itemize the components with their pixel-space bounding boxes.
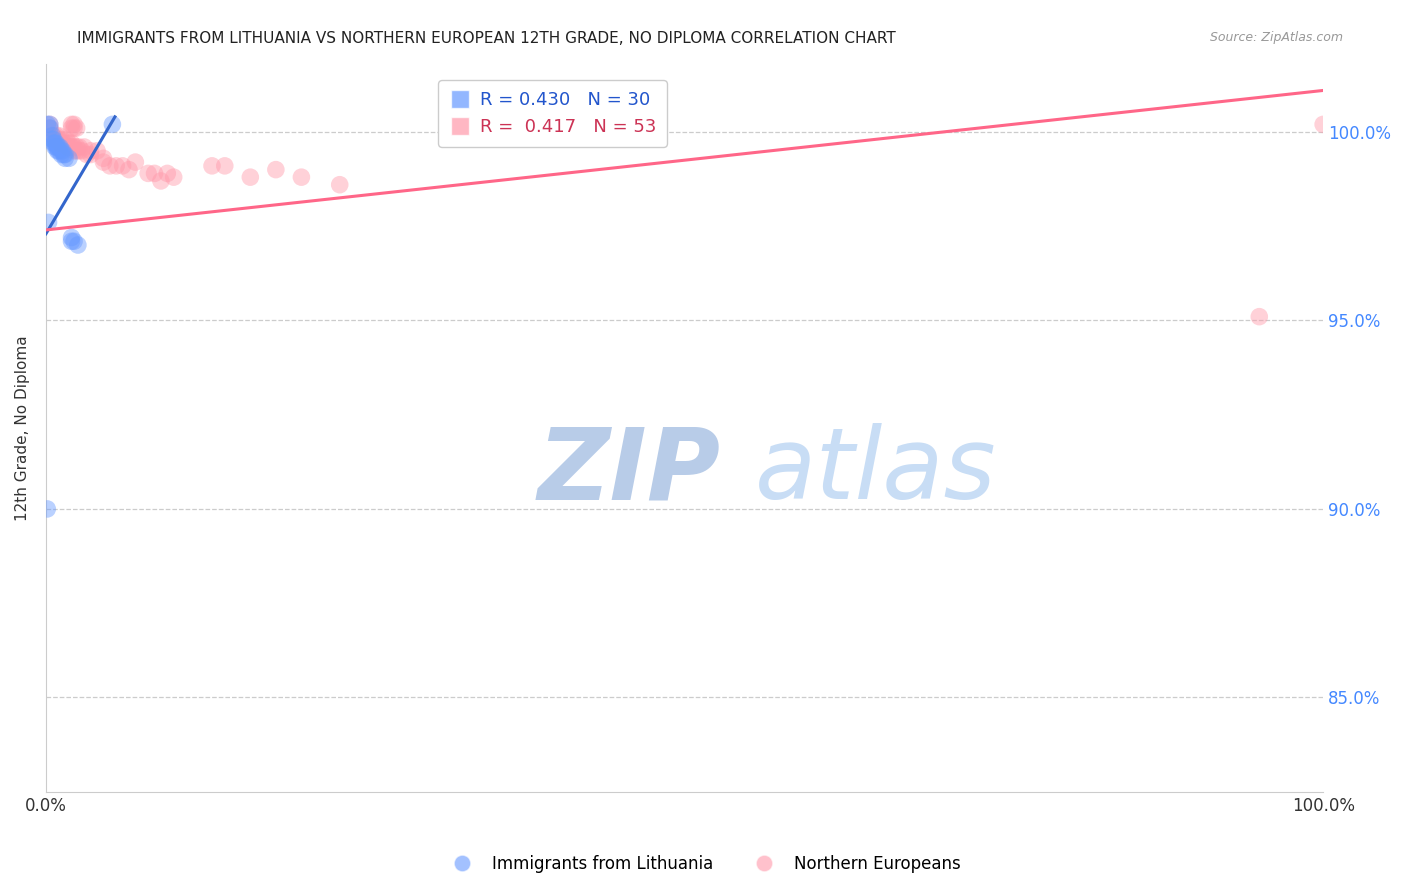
- Point: [53, 151, 76, 165]
- Point: [58, 140, 80, 154]
- Point: [201, 159, 224, 173]
- Point: [51, 144, 73, 158]
- Point: [70, 144, 93, 158]
- Point: [65, 144, 87, 158]
- Point: [46, 140, 69, 154]
- Point: [60, 140, 83, 154]
- Point: [76, 147, 98, 161]
- Point: [156, 166, 179, 180]
- Legend: Immigrants from Lithuania, Northern Europeans: Immigrants from Lithuania, Northern Euro…: [439, 848, 967, 880]
- Point: [48, 140, 70, 154]
- Point: [98, 159, 121, 173]
- Point: [45, 136, 67, 151]
- Point: [45, 132, 67, 146]
- Point: [93, 155, 115, 169]
- Point: [63, 117, 86, 131]
- Point: [41, 128, 63, 143]
- Point: [52, 144, 75, 158]
- Point: [45, 140, 67, 154]
- Point: [48, 144, 70, 158]
- Point: [42, 132, 65, 146]
- Point: [60, 121, 83, 136]
- Point: [44, 140, 66, 154]
- Point: [67, 144, 90, 158]
- Point: [44, 136, 66, 151]
- Point: [73, 140, 96, 154]
- Point: [143, 166, 166, 180]
- Point: [63, 144, 86, 158]
- Point: [52, 147, 75, 161]
- Point: [51, 132, 73, 146]
- Point: [58, 151, 80, 165]
- Y-axis label: 12th Grade, No Diploma: 12th Grade, No Diploma: [15, 335, 30, 521]
- Point: [51, 147, 73, 161]
- Point: [136, 166, 159, 180]
- Text: IMMIGRANTS FROM LITHUANIA VS NORTHERN EUROPEAN 12TH GRADE, NO DIPLOMA CORRELATIO: IMMIGRANTS FROM LITHUANIA VS NORTHERN EU…: [77, 31, 896, 46]
- Point: [51, 136, 73, 151]
- Point: [38, 117, 60, 131]
- Point: [49, 140, 72, 154]
- Point: [66, 238, 89, 252]
- Legend: R = 0.430   N = 30, R =  0.417   N = 53: R = 0.430 N = 30, R = 0.417 N = 53: [439, 80, 666, 147]
- Point: [329, 178, 352, 192]
- Point: [124, 155, 146, 169]
- Point: [105, 159, 128, 173]
- Point: [63, 121, 86, 136]
- Point: [55, 132, 77, 146]
- Point: [42, 128, 65, 143]
- Point: [53, 147, 76, 161]
- Point: [111, 159, 134, 173]
- Point: [38, 121, 60, 136]
- Point: [93, 151, 115, 165]
- Point: [48, 128, 70, 143]
- Point: [60, 234, 83, 248]
- Point: [214, 159, 236, 173]
- Point: [65, 140, 87, 154]
- Point: [79, 144, 101, 158]
- Text: Source: ZipAtlas.com: Source: ZipAtlas.com: [1209, 31, 1343, 45]
- Point: [58, 136, 80, 151]
- Point: [1249, 310, 1271, 324]
- Point: [60, 117, 83, 131]
- Point: [149, 174, 172, 188]
- Point: [37, 117, 59, 131]
- Point: [37, 502, 59, 516]
- Point: [41, 132, 63, 146]
- Point: [46, 144, 69, 158]
- Point: [42, 136, 65, 151]
- Point: [52, 136, 75, 151]
- Point: [38, 215, 60, 229]
- Point: [63, 234, 86, 248]
- Point: [60, 136, 83, 151]
- Text: atlas: atlas: [755, 423, 997, 520]
- Point: [264, 162, 287, 177]
- Point: [38, 117, 60, 131]
- Point: [239, 170, 262, 185]
- Point: [55, 136, 77, 151]
- Point: [45, 128, 67, 143]
- Point: [38, 121, 60, 136]
- Point: [290, 170, 312, 185]
- Point: [163, 170, 186, 185]
- Point: [79, 147, 101, 161]
- Point: [101, 117, 124, 131]
- Point: [48, 132, 70, 146]
- Point: [86, 144, 108, 158]
- Point: [65, 121, 87, 136]
- Point: [118, 162, 141, 177]
- Point: [63, 140, 86, 154]
- Point: [67, 140, 90, 154]
- Text: ZIP: ZIP: [537, 423, 721, 520]
- Point: [60, 230, 83, 244]
- Point: [1312, 117, 1334, 131]
